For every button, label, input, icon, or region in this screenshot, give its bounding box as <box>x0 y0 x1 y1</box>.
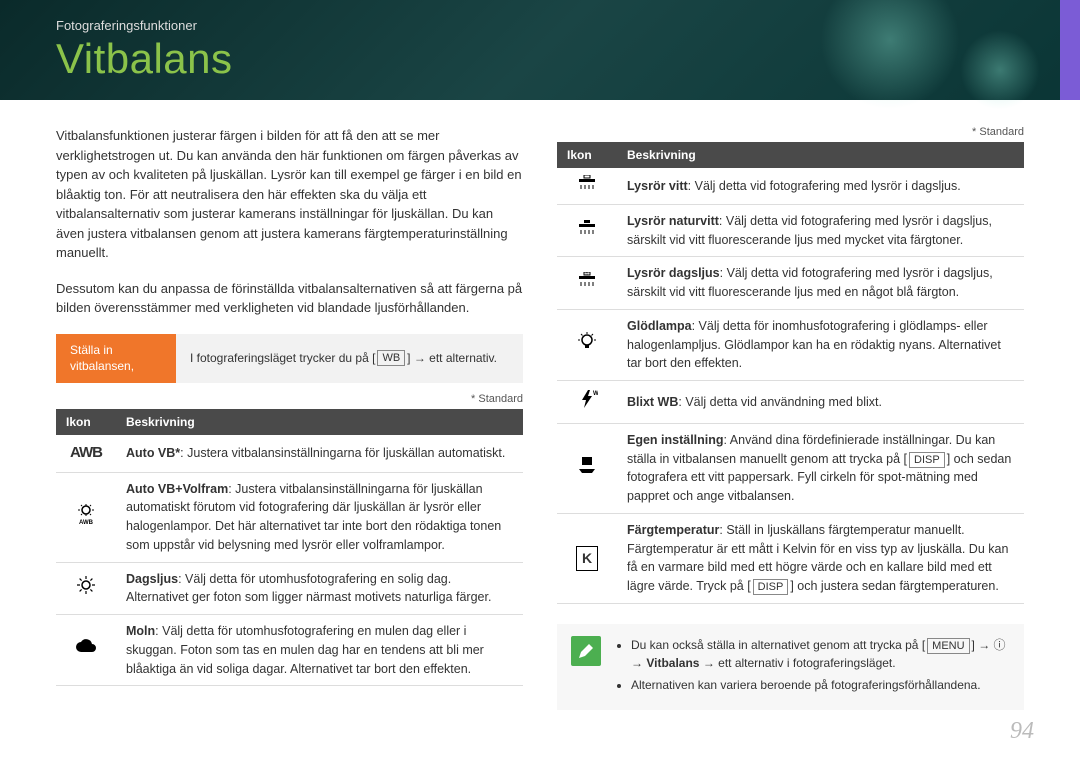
th-desc: Beskrivning <box>617 142 1024 168</box>
header-glow <box>820 0 960 110</box>
cloud-icon <box>56 615 116 686</box>
wb-options-table-left: Ikon Beskrivning AWBAuto VB*: Justera vi… <box>56 409 523 686</box>
side-tab <box>1060 0 1080 100</box>
fd-icon: D <box>557 257 617 310</box>
table-row: D Lysrör dagsljus: Välj detta vid fotogra… <box>557 257 1024 310</box>
AWB-icon: AWB <box>56 435 116 472</box>
option-description: Lysrör vitt: Välj detta vid fotograferin… <box>617 168 1024 204</box>
svg-text:D: D <box>586 272 589 276</box>
option-description: Lysrör naturvitt: Välj detta vid fotogra… <box>617 204 1024 257</box>
bulb-icon <box>557 309 617 380</box>
table-row: AWBAuto VB*: Justera vitbalansinställnin… <box>56 435 523 472</box>
option-description: Glödlampa: Välj detta för inomhusfotogra… <box>617 309 1024 380</box>
table-row: Moln: Välj detta för utomhusfotograferin… <box>56 615 523 686</box>
table-row: Dagsljus: Välj detta för utomhusfotograf… <box>56 562 523 615</box>
intro-paragraph-1: Vitbalansfunktionen justerar färgen i bi… <box>56 126 523 263</box>
option-description: Blixt WB: Välj detta vid användning med … <box>617 381 1024 424</box>
table-row: Egen inställning: Använd dina fördefinie… <box>557 423 1024 513</box>
svg-text:WB: WB <box>593 391 598 397</box>
table-row: KFärgtemperatur: Ställ in ljuskällans fä… <box>557 513 1024 603</box>
table-row: Lysrör naturvitt: Välj detta vid fotogra… <box>557 204 1024 257</box>
fn-icon <box>557 204 617 257</box>
option-description: Dagsljus: Välj detta för utomhusfotograf… <box>116 562 523 615</box>
intro-paragraph-2: Dessutom kan du anpassa de förinställda … <box>56 279 523 318</box>
option-description: Lysrör dagsljus: Välj detta vid fotograf… <box>617 257 1024 310</box>
th-desc: Beskrivning <box>116 409 523 435</box>
custom-icon <box>557 423 617 513</box>
table-row: Lysrör vitt: Välj detta vid fotograferin… <box>557 168 1024 204</box>
instruction-body: I fotograferingsläget trycker du på [WB]… <box>176 334 523 384</box>
header-glow <box>960 30 1040 110</box>
tip-item: Du kan också ställa in alternativet geno… <box>631 636 1010 672</box>
page-number: 94 <box>1010 718 1034 745</box>
tip-item: Alternativen kan variera beroende på fot… <box>631 676 1010 694</box>
fw-icon <box>557 168 617 204</box>
header: Fotograferingsfunktioner Vitbalans <box>0 0 1080 100</box>
sun-icon <box>56 562 116 615</box>
option-description: Egen inställning: Använd dina fördefinie… <box>617 423 1024 513</box>
wb-key-icon: WB <box>377 350 405 366</box>
table-row: WB Blixt WB: Välj detta vid användning me… <box>557 381 1024 424</box>
tip-text: Du kan också ställa in alternativet geno… <box>615 636 1010 698</box>
instruction-label: Ställa invitbalansen, <box>56 334 176 384</box>
right-column: * Standard Ikon Beskrivning Lysrör vitt:… <box>557 126 1024 710</box>
th-icon: Ikon <box>56 409 116 435</box>
standard-note: * Standard <box>557 126 1024 138</box>
left-column: Vitbalansfunktionen justerar färgen i bi… <box>56 126 523 710</box>
pen-icon <box>571 636 601 666</box>
th-icon: Ikon <box>557 142 617 168</box>
wb-options-table-right: Ikon Beskrivning Lysrör vitt: Välj detta… <box>557 142 1024 604</box>
svg-text:AWB: AWB <box>79 520 94 526</box>
table-row: AWB Auto VB+Volfram: Justera vitbalansins… <box>56 472 523 562</box>
option-description: Moln: Välj detta för utomhusfotograferin… <box>116 615 523 686</box>
table-row: Glödlampa: Välj detta för inomhusfotogra… <box>557 309 1024 380</box>
K-icon: K <box>557 513 617 603</box>
instruction-box: Ställa invitbalansen, I fotograferingslä… <box>56 334 523 384</box>
flash-icon: WB <box>557 381 617 424</box>
option-description: Auto VB+Volfram: Justera vitbalansinstäl… <box>116 472 523 562</box>
standard-note: * Standard <box>56 393 523 405</box>
tip-box: Du kan också ställa in alternativet geno… <box>557 624 1024 710</box>
awb-w-icon: AWB <box>56 472 116 562</box>
content: Vitbalansfunktionen justerar färgen i bi… <box>0 100 1080 710</box>
option-description: Färgtemperatur: Ställ in ljuskällans fär… <box>617 513 1024 603</box>
option-description: Auto VB*: Justera vitbalansinställningar… <box>116 435 523 472</box>
